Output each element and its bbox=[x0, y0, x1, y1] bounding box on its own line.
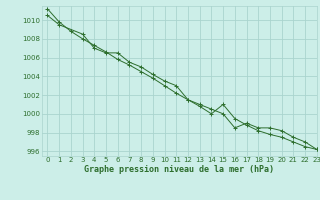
X-axis label: Graphe pression niveau de la mer (hPa): Graphe pression niveau de la mer (hPa) bbox=[84, 165, 274, 174]
